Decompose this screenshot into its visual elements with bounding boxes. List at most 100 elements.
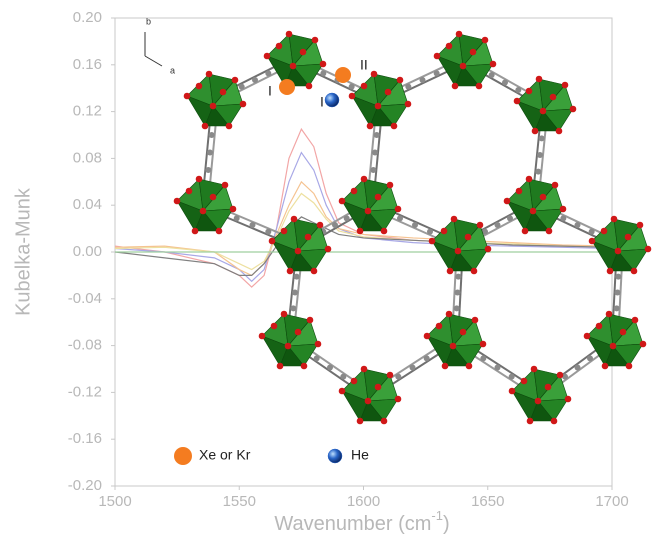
- oxygen-atom: [544, 383, 552, 391]
- oxygen-atom: [366, 122, 374, 130]
- linker-atom: [419, 77, 426, 83]
- linker-atom: [409, 364, 416, 371]
- legend-label: He: [351, 447, 369, 463]
- oxygen-atom: [545, 227, 553, 235]
- site-label: I: [320, 94, 324, 110]
- linker-atom: [207, 149, 213, 156]
- oxygen-atom: [306, 316, 314, 324]
- oxygen-atom: [290, 215, 298, 223]
- linker-atom: [292, 289, 298, 296]
- oxygen-atom: [595, 322, 603, 330]
- oxygen-atom: [600, 227, 608, 235]
- oxygen-atom: [258, 332, 266, 340]
- oxygen-atom: [450, 215, 458, 223]
- y-tick-label: -0.08: [68, 337, 102, 354]
- oxygen-atom: [445, 42, 453, 50]
- oxygen-atom: [441, 362, 449, 370]
- linker-atom: [320, 70, 327, 77]
- oxygen-atom: [535, 75, 543, 83]
- oxygen-atom: [525, 87, 533, 95]
- oxygen-atom: [464, 233, 472, 241]
- oxygen-atom: [195, 82, 203, 90]
- x-axis-label: Wavenumber (cm-1): [274, 508, 449, 535]
- cluster-facet: [359, 400, 385, 422]
- oxygen-atom: [551, 181, 559, 189]
- oxygen-atom: [374, 383, 382, 391]
- linker-atom: [423, 355, 430, 362]
- axis-indicator-label: a: [170, 65, 175, 75]
- legend-label: Xe or Kr: [199, 447, 251, 463]
- oxygen-atom: [360, 175, 368, 183]
- oxygen-atom: [215, 227, 223, 235]
- oxygen-atom: [624, 233, 632, 241]
- oxygen-atom: [531, 127, 539, 135]
- xe-site: [279, 79, 295, 95]
- oxygen-atom: [569, 105, 577, 113]
- oxygen-atom: [606, 267, 614, 275]
- linker-atom: [453, 305, 460, 312]
- x-tick-label: 1650: [471, 493, 504, 510]
- oxygen-atom: [555, 127, 563, 135]
- linker-atom: [508, 373, 515, 380]
- cluster-facet: [534, 110, 560, 132]
- oxygen-atom: [459, 328, 467, 336]
- y-tick-label: -0.16: [68, 430, 102, 447]
- oxygen-atom: [433, 52, 441, 60]
- oxygen-atom: [364, 207, 372, 215]
- oxygen-atom: [195, 175, 203, 183]
- oxygen-atom: [384, 88, 392, 96]
- oxygen-atom: [471, 316, 479, 324]
- linker-atom: [560, 215, 567, 222]
- y-tick-label: 0.04: [73, 196, 102, 213]
- oxygen-atom: [286, 267, 294, 275]
- oxygen-atom: [370, 70, 378, 78]
- cluster-facet: [194, 210, 220, 232]
- oxygen-atom: [219, 88, 227, 96]
- linker-atom: [427, 228, 433, 235]
- oxygen-atom: [280, 310, 288, 318]
- oxygen-atom: [479, 340, 487, 348]
- oxygen-atom: [529, 207, 537, 215]
- oxygen-atom: [451, 82, 459, 90]
- oxygen-atom: [583, 332, 591, 340]
- oxygen-atom: [299, 48, 307, 56]
- y-tick-label: -0.12: [68, 383, 102, 400]
- oxygen-atom: [556, 371, 564, 379]
- linker-atom: [332, 222, 338, 228]
- oxygen-atom: [294, 247, 302, 255]
- linker-atom: [455, 273, 462, 280]
- cluster-facet: [454, 65, 480, 87]
- oxygen-atom: [311, 36, 319, 44]
- oxygen-atom: [440, 227, 448, 235]
- oxygen-atom: [356, 227, 364, 235]
- linker-atom: [574, 222, 581, 228]
- oxygen-atom: [285, 30, 293, 38]
- oxygen-atom: [454, 247, 462, 255]
- oxygen-atom: [481, 36, 489, 44]
- oxygen-atom: [588, 237, 596, 245]
- axis-indicator-label: b: [146, 16, 151, 26]
- oxygen-atom: [304, 233, 312, 241]
- linker-atom: [233, 215, 240, 222]
- linker-atom: [488, 72, 495, 78]
- oxygen-atom: [508, 387, 516, 395]
- linker-atom: [535, 168, 542, 175]
- oxygen-atom: [609, 342, 617, 350]
- linker-atom: [205, 167, 212, 173]
- linker-atom: [507, 215, 513, 222]
- oxygen-atom: [525, 175, 533, 183]
- oxygen-atom: [201, 122, 209, 130]
- linker-atom: [293, 273, 300, 280]
- oxygen-atom: [470, 267, 478, 275]
- linker-atom: [252, 77, 258, 83]
- oxygen-atom: [520, 377, 528, 385]
- linker-atom: [502, 79, 508, 86]
- linker-atom: [412, 222, 418, 228]
- linker-atom: [265, 70, 272, 77]
- linker-atom: [327, 364, 333, 371]
- legend-marker: [327, 448, 343, 464]
- oxygen-atom: [394, 395, 402, 403]
- linker-atom: [574, 364, 581, 371]
- oxygen-atom: [601, 362, 609, 370]
